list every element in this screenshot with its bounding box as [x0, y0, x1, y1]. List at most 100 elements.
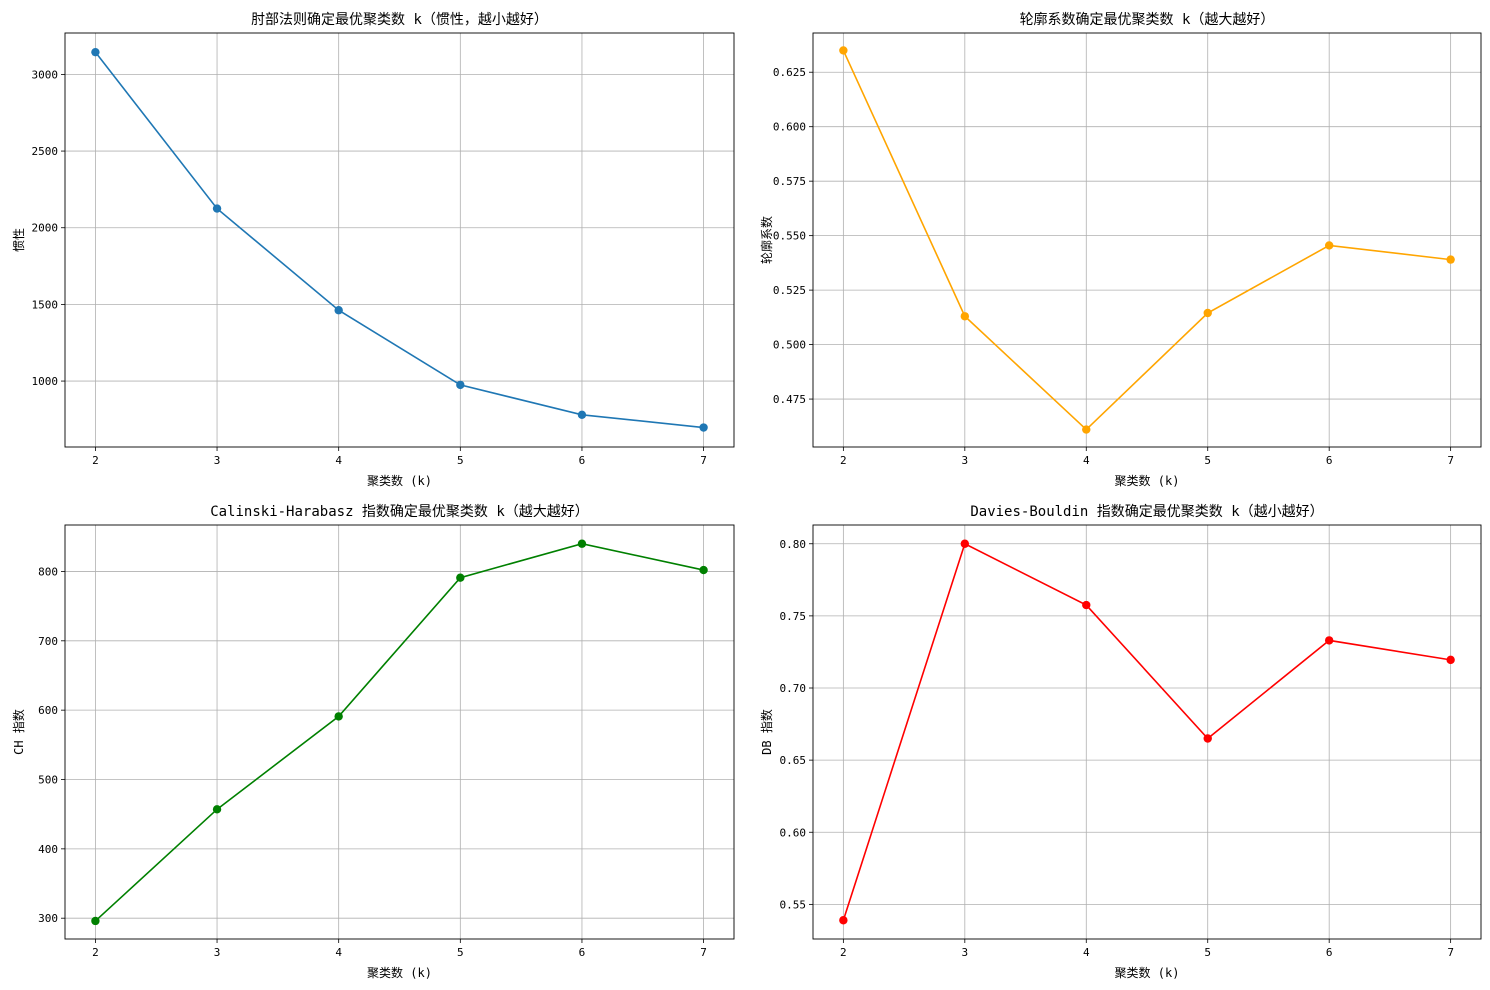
y-axis-label: 惯性 — [11, 228, 26, 252]
x-tick-label: 2 — [840, 946, 847, 959]
x-tick-label: 2 — [840, 454, 847, 467]
x-tick-label: 7 — [1447, 454, 1454, 467]
x-tick-label: 3 — [962, 454, 969, 467]
data-point — [1203, 308, 1212, 318]
x-tick-label: 5 — [457, 946, 464, 959]
y-tick-label: 400 — [38, 843, 58, 856]
grid — [813, 525, 1481, 939]
y-axis-label: CH 指数 — [11, 709, 26, 755]
data-point — [334, 306, 343, 315]
x-tick-label: 4 — [1083, 946, 1090, 959]
y-tick-label: 0.75 — [780, 610, 807, 623]
grid — [65, 525, 734, 939]
data-point — [91, 47, 100, 57]
chart-title: 轮廓系数确定最优聚类数 k（越大越好） — [1020, 11, 1275, 28]
data-point — [212, 805, 222, 814]
data-point — [577, 410, 587, 419]
y-tick-label: 500 — [38, 774, 58, 787]
y-tick-label: 0.600 — [773, 121, 806, 134]
data-point — [1203, 734, 1212, 743]
y-tick-label: 600 — [38, 704, 58, 717]
x-tick-label: 3 — [962, 946, 969, 959]
axes-frame — [64, 524, 735, 940]
x-tick-label: 3 — [214, 946, 221, 959]
x-tick-label: 4 — [1083, 454, 1090, 467]
y-tick-label: 2500 — [32, 145, 59, 158]
y-tick-label: 0.525 — [773, 284, 806, 297]
x-tick-label: 6 — [579, 946, 586, 959]
y-tick-label: 2000 — [32, 222, 59, 235]
x-tick-label: 5 — [1204, 946, 1211, 959]
data-point — [960, 312, 970, 321]
x-tick-label: 2 — [92, 946, 99, 959]
y-tick-label: 0.550 — [773, 230, 806, 243]
axes-frame — [812, 524, 1482, 940]
x-tick-label: 3 — [214, 454, 221, 467]
x-axis-label: 聚类数 (k) — [1115, 473, 1180, 488]
y-tick-label: 0.55 — [780, 898, 807, 911]
x-tick-label: 4 — [335, 946, 342, 959]
series-line — [842, 50, 1451, 431]
x-tick-label: 5 — [1204, 454, 1211, 467]
data-point — [839, 46, 848, 55]
data-point — [839, 916, 848, 925]
data-point — [699, 423, 708, 432]
data-point — [1324, 241, 1334, 250]
data-point — [577, 539, 587, 548]
data-point — [960, 539, 970, 548]
y-tick-label: 0.625 — [773, 66, 806, 79]
x-axis-label: 聚类数 (k) — [367, 965, 432, 980]
y-tick-label: 800 — [38, 565, 58, 578]
chart-title: 肘部法则确定最优聚类数 k（惯性，越小越好） — [251, 11, 548, 28]
x-axis-label: 聚类数 (k) — [367, 473, 432, 488]
y-tick-label: 700 — [38, 635, 58, 648]
series-line — [842, 542, 1451, 921]
y-tick-label: 0.60 — [780, 826, 807, 839]
x-tick-label: 5 — [457, 454, 464, 467]
y-axis-label: DB 指数 — [759, 709, 774, 755]
chart-title: Davies-Bouldin 指数确定最优聚类数 k（越小越好） — [970, 504, 1323, 520]
data-point — [456, 573, 465, 582]
y-tick-label: 0.70 — [780, 682, 807, 695]
x-tick-label: 2 — [92, 454, 99, 467]
x-tick-label: 7 — [700, 946, 707, 959]
chart-title: Calinski-Harabasz 指数确定最优聚类数 k（越大越好） — [210, 504, 589, 520]
y-axis-label: 轮廓系数 — [759, 216, 774, 264]
data-point — [334, 712, 343, 721]
data-point — [1082, 425, 1091, 434]
x-tick-label: 6 — [579, 454, 586, 467]
y-tick-label: 3000 — [32, 68, 59, 81]
y-tick-label: 0.80 — [780, 538, 807, 551]
data-point — [456, 380, 465, 390]
x-tick-label: 4 — [335, 454, 342, 467]
y-tick-label: 1000 — [32, 375, 59, 388]
data-point — [1446, 655, 1455, 665]
axes-frame — [64, 32, 735, 448]
axes-frame — [812, 32, 1482, 448]
x-tick-label: 6 — [1326, 946, 1333, 959]
grid — [65, 33, 734, 447]
y-tick-label: 0.575 — [773, 175, 806, 188]
series-line — [94, 51, 704, 429]
x-tick-label: 6 — [1326, 454, 1333, 467]
data-point — [1446, 255, 1455, 264]
x-tick-label: 7 — [700, 454, 707, 467]
grid — [813, 33, 1481, 447]
data-point — [91, 916, 100, 926]
y-tick-label: 0.475 — [773, 393, 806, 406]
data-point — [212, 204, 222, 213]
data-point — [699, 565, 708, 575]
x-axis-label: 聚类数 (k) — [1115, 965, 1180, 980]
y-tick-label: 0.65 — [780, 754, 807, 767]
x-tick-label: 7 — [1447, 946, 1454, 959]
y-tick-label: 0.500 — [773, 339, 806, 352]
series-line — [94, 542, 704, 922]
data-point — [1324, 636, 1334, 645]
data-point — [1082, 600, 1091, 610]
y-tick-label: 1500 — [32, 298, 59, 311]
